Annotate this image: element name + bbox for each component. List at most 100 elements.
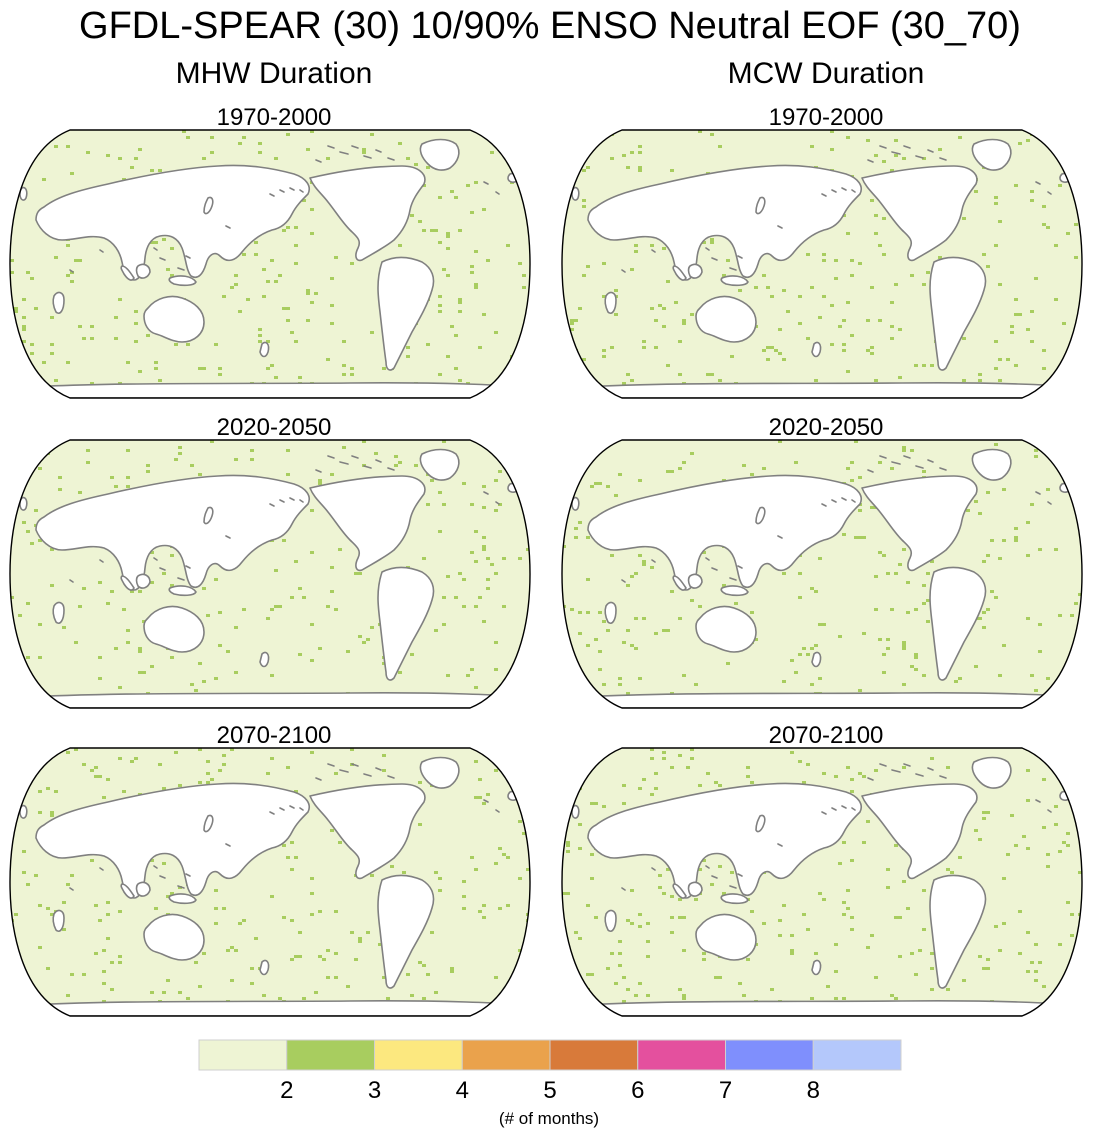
heatmap-cell — [150, 665, 154, 668]
heatmap-cell — [590, 973, 594, 976]
heatmap-cell — [254, 937, 258, 940]
heatmap-cell — [186, 343, 190, 346]
heatmap-cell — [782, 680, 786, 683]
heatmap-cell — [110, 590, 114, 593]
heatmap-cell — [350, 748, 354, 751]
heatmap-cell — [206, 772, 210, 775]
heatmap-cell — [710, 883, 714, 886]
colorbar-box-6 — [725, 1039, 814, 1071]
heatmap-cell — [94, 952, 98, 955]
heatmap-cell — [210, 151, 214, 154]
heatmap-cell — [1058, 184, 1062, 187]
heatmap-cell — [822, 898, 826, 901]
island-mark — [339, 461, 349, 465]
heatmap-cell — [794, 671, 798, 674]
heatmap-cell — [742, 994, 746, 997]
colorbar-tick-label: 2 — [280, 1077, 293, 1104]
heatmap-cell — [138, 647, 142, 650]
heatmap-cell — [718, 145, 722, 148]
heatmap-cell — [510, 470, 514, 473]
colorbar-box-7 — [812, 1039, 902, 1071]
island-mark — [737, 873, 743, 877]
heatmap-cell — [782, 289, 786, 292]
island-mark — [299, 499, 304, 503]
heatmap-cell — [718, 976, 722, 979]
heatmap-cell — [258, 142, 262, 145]
landmass-antarctica — [562, 1000, 1082, 1016]
heatmap-cell — [218, 367, 222, 370]
heatmap-cell — [902, 548, 906, 551]
heatmap-cell — [66, 994, 70, 997]
heatmap-cell — [810, 286, 814, 289]
island-mark — [363, 465, 372, 469]
landmass-newguinea — [720, 893, 749, 905]
heatmap-cell — [330, 304, 334, 307]
heatmap-cell — [270, 259, 274, 262]
heatmap-cell — [50, 343, 54, 346]
heatmap-cell — [790, 751, 794, 754]
heatmap-cell — [482, 620, 486, 623]
heatmap-cell — [138, 370, 142, 373]
heatmap-cell — [326, 949, 330, 952]
heatmap-cell — [214, 922, 218, 925]
heatmap-cell — [306, 319, 310, 322]
landmass-greenland — [971, 756, 1012, 789]
heatmap-cell — [58, 476, 62, 479]
heatmap-cell — [914, 656, 918, 659]
heatmap-cell — [882, 253, 886, 256]
heatmap-cell — [682, 322, 686, 325]
heatmap-cell — [22, 325, 26, 328]
heatmap-cell — [598, 482, 602, 485]
heatmap-cell — [474, 250, 478, 253]
landmass-newguinea — [168, 275, 197, 287]
landmass-japan — [203, 506, 214, 525]
heatmap-cell — [802, 913, 806, 916]
heatmap-cell — [602, 262, 606, 265]
heatmap-cell — [994, 443, 998, 446]
heatmap-cell — [770, 988, 774, 991]
island-mark — [225, 225, 231, 229]
landmass-greenland — [419, 138, 460, 171]
heatmap-cell — [94, 775, 98, 778]
heatmap-cell — [594, 916, 598, 919]
heatmap-cell — [246, 298, 250, 301]
heatmap-cell — [22, 340, 26, 343]
heatmap-cell — [398, 244, 402, 247]
heatmap-cell — [234, 283, 238, 286]
heatmap-cell — [1070, 614, 1074, 617]
island-mark — [841, 805, 847, 809]
island-mark — [939, 775, 947, 779]
heatmap-cell — [1022, 835, 1026, 838]
heatmap-cell — [62, 901, 66, 904]
heatmap-cell — [38, 539, 42, 542]
landmass-japan — [203, 814, 214, 833]
island-mark — [375, 149, 382, 153]
heatmap-cell — [406, 157, 410, 160]
heatmap-cell — [26, 394, 30, 397]
heatmap-cell — [442, 596, 446, 599]
heatmap-cell — [430, 229, 434, 232]
heatmap-cell — [674, 301, 678, 304]
heatmap-cell — [446, 674, 450, 677]
island-mark — [705, 247, 710, 251]
landmass-antarctica — [562, 382, 1082, 398]
landmass-southamerica — [377, 566, 435, 681]
heatmap-cell — [434, 871, 438, 874]
heatmap-cell — [658, 886, 662, 889]
island-mark — [483, 181, 489, 185]
heatmap-cell — [570, 322, 574, 325]
heatmap-cell — [778, 440, 782, 443]
heatmap-cell — [438, 304, 442, 307]
landmass-southamerica — [377, 874, 435, 989]
island-mark — [185, 873, 191, 877]
heatmap-cell — [82, 973, 86, 976]
heatmap-cell — [242, 919, 246, 922]
heatmap-cell — [134, 310, 138, 313]
heatmap-cell — [1042, 778, 1046, 781]
heatmap-cell — [610, 157, 614, 160]
heatmap-cell — [1030, 190, 1034, 193]
heatmap-cell — [1046, 226, 1050, 229]
heatmap-cell — [1034, 943, 1038, 946]
heatmap-cell — [250, 458, 254, 461]
heatmap-cell — [350, 367, 354, 370]
